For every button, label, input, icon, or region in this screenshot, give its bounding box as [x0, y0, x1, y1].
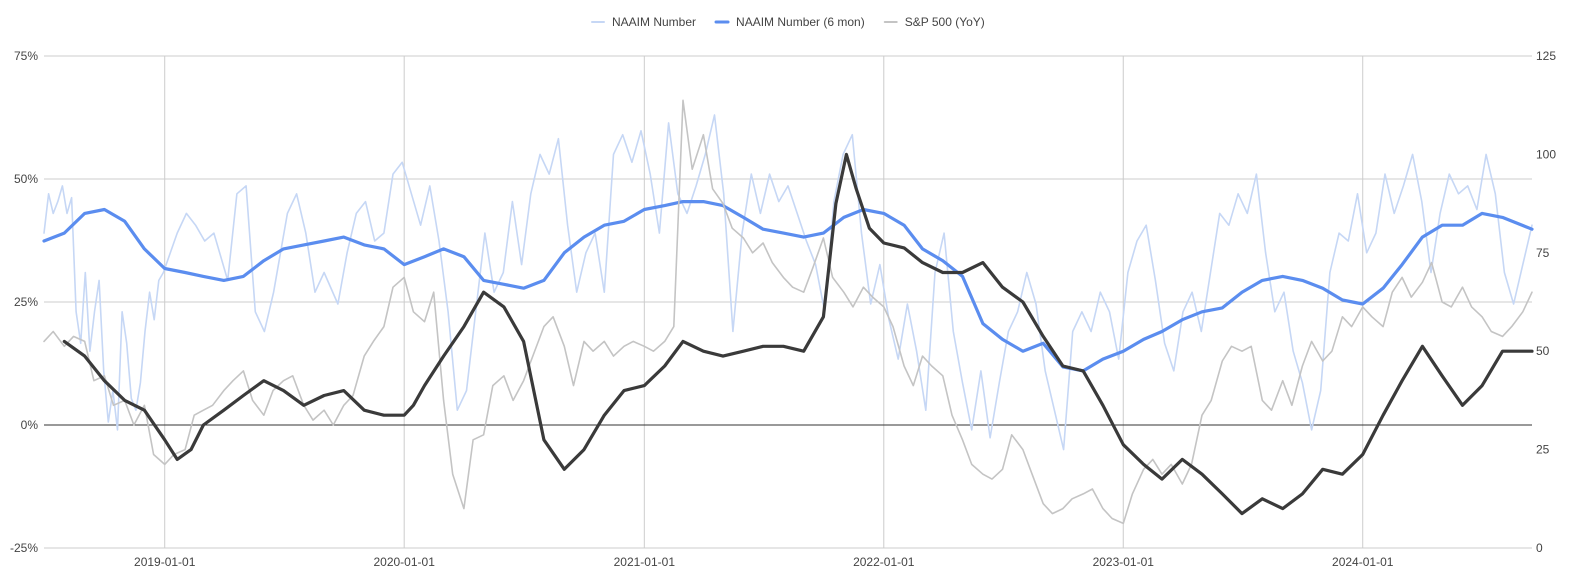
left-tick-label: 75% — [14, 49, 38, 63]
x-tick-label: 2019-01-01 — [134, 555, 196, 569]
x-tick-label: 2021-01-01 — [614, 555, 676, 569]
legend-item[interactable]: NAAIM Number — [591, 15, 696, 29]
right-tick-label: 50 — [1536, 344, 1550, 358]
right-tick-label: 0 — [1536, 541, 1543, 555]
series-line-smoothed-sp500 — [62, 152, 1534, 516]
right-tick-label: 75 — [1536, 246, 1550, 260]
legend-item[interactable]: NAAIM Number (6 mon) — [714, 15, 865, 29]
x-tick-label: 2022-01-01 — [853, 555, 915, 569]
series-layer — [42, 99, 1534, 525]
right-tick-label: 125 — [1536, 49, 1556, 63]
right-tick-label: 25 — [1536, 443, 1550, 457]
left-tick-label: -25% — [10, 541, 38, 555]
left-tick-label: 50% — [14, 172, 38, 186]
legend-item[interactable]: S&P 500 (YoY) — [883, 15, 985, 29]
series-line-s-p-500-yoy — [43, 99, 1533, 525]
left-tick-label: 0% — [21, 418, 39, 432]
right-tick-label: 100 — [1536, 147, 1556, 161]
legend-label: NAAIM Number — [612, 15, 696, 29]
right-axis-ticks: 125 100 75 50 25 0 — [1536, 49, 1556, 555]
legend-label: NAAIM Number (6 mon) — [736, 15, 865, 29]
legend-label: S&P 500 (YoY) — [905, 15, 985, 29]
series-line-naaim-number — [43, 114, 1533, 451]
x-tick-label: 2020-01-01 — [373, 555, 435, 569]
x-tick-label: 2023-01-01 — [1093, 555, 1155, 569]
left-tick-label: 25% — [14, 295, 38, 309]
x-tick-label: 2024-01-01 — [1332, 555, 1394, 569]
series-line-naaim-number-6-mon — [42, 200, 1534, 373]
chart-legend: NAAIM Number NAAIM Number (6 mon) S&P 500 … — [591, 15, 985, 29]
gridlines — [44, 55, 1532, 549]
left-axis-ticks: 75% 50% 25% 0% -25% — [10, 49, 38, 555]
x-axis-ticks: 2019-01-01 2020-01-01 2021-01-01 2022-01-01… — [134, 555, 1394, 569]
